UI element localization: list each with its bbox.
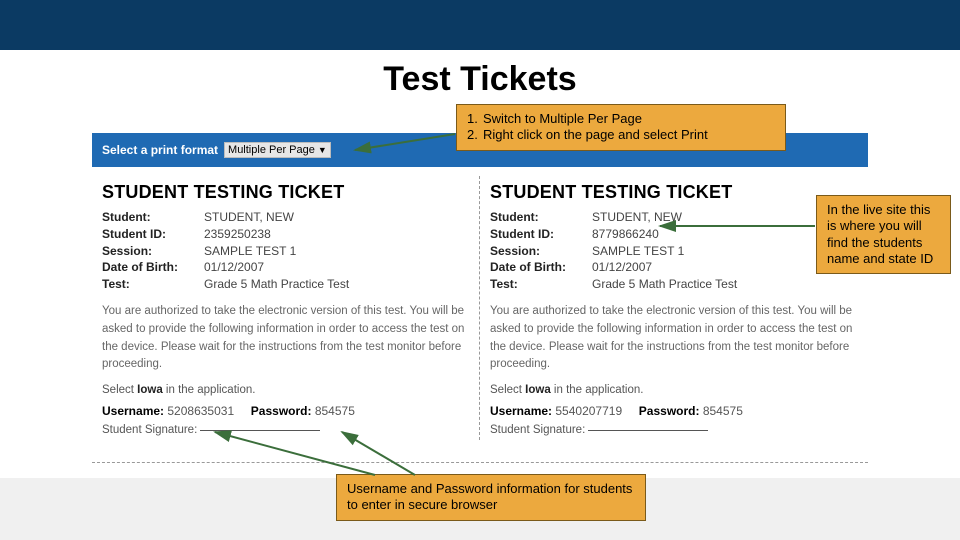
label-student: Student:: [490, 209, 592, 226]
ticket-heading: STUDENT TESTING TICKET: [490, 182, 856, 203]
signature-line: Student Signature:: [490, 424, 856, 436]
label-student-id: Student ID:: [102, 226, 204, 243]
session-name: SAMPLE TEST 1: [204, 243, 296, 260]
label-session: Session:: [490, 243, 592, 260]
ticket-left: STUDENT TESTING TICKET Student:STUDENT, …: [92, 176, 480, 440]
student-name: STUDENT, NEW: [204, 209, 294, 226]
label-username: Username:: [102, 404, 164, 418]
label-password: Password:: [639, 404, 700, 418]
slide-title: Test Tickets: [0, 50, 960, 105]
student-id: 8779866240: [592, 226, 659, 243]
label-student: Student:: [102, 209, 204, 226]
callout-instructions: 1.Switch to Multiple Per Page 2.Right cl…: [456, 104, 786, 151]
format-select-value: Multiple Per Page: [228, 144, 315, 156]
tickets-container: STUDENT TESTING TICKET Student:STUDENT, …: [92, 176, 868, 440]
label-dob: Date of Birth:: [102, 259, 204, 276]
test-name: Grade 5 Math Practice Test: [592, 276, 737, 293]
session-name: SAMPLE TEST 1: [592, 243, 684, 260]
label-dob: Date of Birth:: [490, 259, 592, 276]
ticket-heading: STUDENT TESTING TICKET: [102, 182, 467, 203]
username-value: 5208635031: [167, 404, 234, 418]
chevron-down-icon: ▼: [318, 145, 327, 155]
student-name: STUDENT, NEW: [592, 209, 682, 226]
credentials-row: Username: 5208635031 Password: 854575: [102, 404, 467, 418]
select-state-line: Select Iowa in the application.: [102, 384, 467, 396]
label-test: Test:: [490, 276, 592, 293]
dob-value: 01/12/2007: [204, 259, 264, 276]
label-username: Username:: [490, 404, 552, 418]
password-value: 854575: [315, 404, 355, 418]
dob-value: 01/12/2007: [592, 259, 652, 276]
ticket-right: STUDENT TESTING TICKET Student:STUDENT, …: [480, 176, 868, 440]
callout-credentials-note: Username and Password information for st…: [336, 474, 646, 521]
select-state-line: Select Iowa in the application.: [490, 384, 856, 396]
auth-text: You are authorized to take the electroni…: [102, 303, 467, 374]
label-password: Password:: [251, 404, 312, 418]
format-select[interactable]: Multiple Per Page ▼: [224, 142, 331, 158]
username-value: 5540207719: [555, 404, 622, 418]
credentials-row: Username: 5540207719 Password: 854575: [490, 404, 856, 418]
student-id: 2359250238: [204, 226, 271, 243]
label-test: Test:: [102, 276, 204, 293]
signature-line: Student Signature:: [102, 424, 467, 436]
tickets-bottom-dash: [92, 462, 868, 463]
label-session: Session:: [102, 243, 204, 260]
password-value: 854575: [703, 404, 743, 418]
test-name: Grade 5 Math Practice Test: [204, 276, 349, 293]
callout-top-line2: Right click on the page and select Print: [483, 127, 708, 143]
callout-top-line1: Switch to Multiple Per Page: [483, 111, 642, 127]
format-label: Select a print format: [102, 143, 218, 157]
auth-text: You are authorized to take the electroni…: [490, 303, 856, 374]
label-student-id: Student ID:: [490, 226, 592, 243]
